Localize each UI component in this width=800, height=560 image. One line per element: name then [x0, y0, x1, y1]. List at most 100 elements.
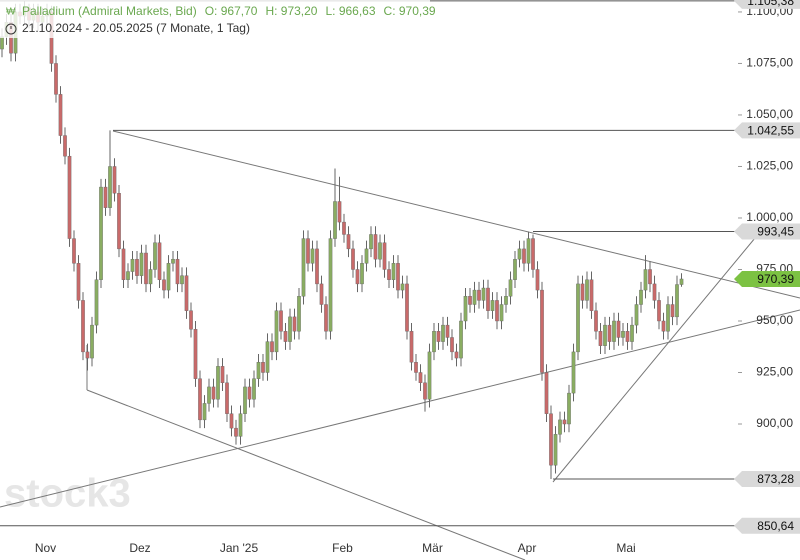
candle-body: [99, 186, 103, 280]
candle-body: [247, 386, 252, 400]
candle-body: [76, 263, 81, 301]
candle-body: [225, 382, 229, 414]
candle-body: [319, 283, 324, 305]
level-label: 1.105,38: [747, 0, 794, 8]
candle-body: [310, 248, 315, 264]
candle-body: [121, 248, 126, 280]
candle-body: [207, 386, 211, 404]
candle-body: [414, 361, 418, 373]
x-tick-label: Dez: [129, 541, 150, 555]
candle-body: [387, 269, 391, 280]
candle-body: [153, 242, 157, 270]
candle-body: [171, 258, 175, 264]
candle-body: [58, 94, 63, 136]
candle-body: [603, 324, 607, 346]
header-line: Palladium (Admiral Markets, Bid) O: 967,7…: [22, 4, 436, 18]
candle-body: [211, 386, 216, 400]
candle-body: [486, 287, 490, 311]
header-bg: [0, 0, 430, 38]
ohlc-value: C: 970,39: [384, 4, 436, 18]
candle-body: [513, 258, 517, 280]
candle-body: [369, 234, 373, 250]
candle-body: [625, 331, 630, 342]
candle-body: [526, 238, 531, 264]
candle-body: [594, 310, 598, 332]
candle-body: [517, 248, 522, 260]
candle-body: [148, 269, 153, 285]
candle-body: [166, 263, 171, 291]
candle-body: [436, 331, 441, 342]
candle-body: [274, 310, 279, 353]
candle-body: [495, 300, 499, 322]
candle-body: [661, 320, 666, 332]
trendlines: [0, 130, 800, 560]
candle-body: [468, 296, 472, 305]
candle-body: [580, 283, 585, 301]
candle-body: [328, 238, 333, 332]
candle-body: [670, 304, 675, 318]
y-tick-label: 950,00: [756, 313, 793, 327]
candle-body: [130, 258, 135, 272]
candle-body: [292, 316, 297, 332]
candle-body: [67, 155, 72, 239]
candle-body: [463, 296, 468, 322]
clock-icon: [5, 23, 17, 35]
candle-body: [432, 331, 436, 353]
candle-body: [180, 275, 184, 285]
candle-body: [355, 269, 360, 285]
candle-body: [175, 258, 180, 285]
candle-body: [306, 238, 310, 264]
ohlc-value: O: 967,70: [205, 4, 258, 18]
candle-body: [117, 193, 121, 250]
candle-body: [589, 279, 594, 311]
candle-body: [531, 238, 535, 270]
trendline: [552, 231, 761, 483]
y-tick-label: 1.050,00: [746, 107, 793, 121]
ohlc-value: H: 973,20: [265, 4, 317, 18]
candle-body: [324, 304, 328, 332]
header: ₩ Palladium (Admiral Markets, Bid) O: 967…: [0, 0, 436, 38]
trendline: [112, 130, 800, 299]
candle-body: [337, 201, 342, 223]
level-marker: [734, 270, 800, 287]
x-tick-label: Nov: [35, 541, 56, 555]
candle-body: [216, 366, 220, 400]
candle-body: [193, 329, 198, 379]
candle-body: [612, 320, 616, 342]
candle-body: [297, 296, 301, 332]
candle-body: [301, 238, 306, 297]
candle-body: [382, 242, 387, 270]
candle-body: [351, 248, 355, 270]
level-label: 873,28: [757, 472, 794, 486]
candle-body: [571, 351, 576, 394]
candle-body: [157, 242, 162, 280]
candle-body: [409, 331, 414, 363]
candle-body: [490, 300, 495, 311]
candle-body: [544, 372, 549, 414]
candle-body: [634, 304, 639, 326]
candle-body: [333, 201, 337, 239]
candle-body: [499, 304, 504, 322]
candle-body: [423, 382, 427, 400]
candle-body: [396, 263, 400, 291]
level-label: 970,39: [757, 272, 794, 286]
y-tick-label: 900,00: [756, 416, 793, 430]
watermark: stock3: [4, 472, 131, 516]
candle-body: [315, 248, 319, 285]
candle-body: [288, 316, 292, 342]
level-marker: [734, 223, 800, 240]
candle-body: [256, 361, 261, 379]
candle-body: [270, 341, 274, 353]
candle-body: [639, 289, 643, 305]
candle-body: [567, 392, 571, 425]
level-marker: [734, 471, 800, 488]
level-label: 1.042,55: [747, 123, 794, 137]
candle-body: [184, 275, 189, 311]
candle-body: [360, 263, 364, 285]
candle-body: [112, 166, 117, 194]
candle-body: [373, 234, 378, 260]
level-label: 993,45: [757, 225, 794, 239]
y-tick-label: 1.025,00: [746, 159, 793, 173]
x-tick-label: Feb: [332, 541, 353, 555]
